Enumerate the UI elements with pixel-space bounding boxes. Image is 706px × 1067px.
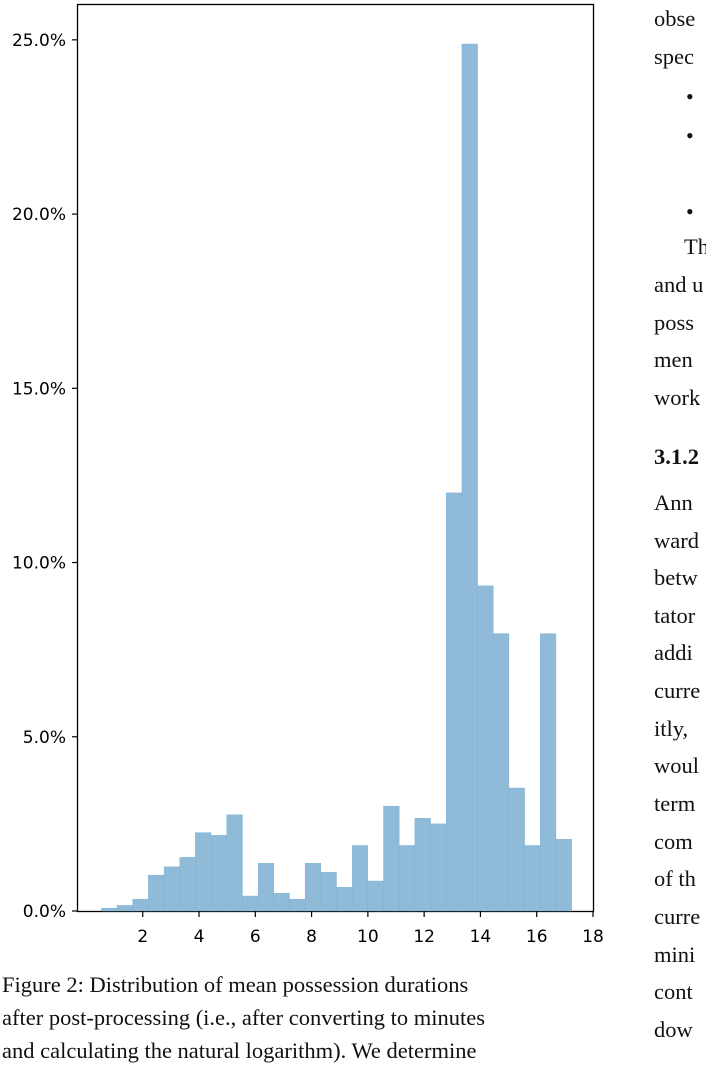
right-col-line: curre (654, 904, 701, 929)
right-col-line: mini (654, 942, 696, 967)
bullet-icon: • (686, 199, 694, 224)
histogram-bar (398, 845, 416, 912)
y-tick-label: 15.0% (12, 379, 66, 399)
right-col-line: of th (654, 866, 696, 891)
right-col-line: curre (654, 678, 701, 703)
right-col-line: ward (654, 528, 699, 553)
right-col-line: and u (654, 272, 704, 297)
x-tick-label: 10 (357, 927, 379, 947)
x-tick-label: 2 (137, 927, 148, 947)
right-col-line: term (654, 791, 696, 816)
histogram-bar (179, 857, 196, 912)
right-col-line: dow (654, 1017, 693, 1042)
histogram-bar (430, 823, 447, 912)
right-col-line: itly, (654, 716, 689, 741)
section-heading: 3.1.2 (654, 444, 699, 469)
figure-caption: Figure 2: Distribution of mean possessio… (2, 968, 608, 1067)
histogram-bar (524, 845, 541, 912)
histogram-bars (101, 43, 572, 912)
caption-line-2: after post-processing (i.e., after conve… (2, 1005, 485, 1030)
right-col-line: woul (654, 753, 699, 778)
x-tick-label: 18 (582, 927, 604, 947)
right-col-line: poss (654, 310, 695, 335)
histogram-bar (351, 845, 369, 912)
histogram-bar (242, 895, 259, 912)
histogram-bar (367, 880, 384, 912)
histogram-bar (289, 898, 306, 912)
right-col-line: work (654, 385, 701, 410)
right-col-line: Ann (654, 490, 693, 515)
histogram-bar (195, 832, 212, 912)
y-tick-label: 0.0% (23, 902, 66, 922)
right-column-text: obse spec • • • Th and u poss men work 3… (654, 0, 706, 1063)
bullet-icon: • (686, 84, 694, 109)
histogram-bar (116, 905, 133, 912)
x-tick-label: 6 (250, 927, 261, 947)
caption-line-3: and calculating the natural logarithm). … (2, 1038, 477, 1063)
right-col-line: addi (654, 640, 693, 665)
histogram-bar (210, 835, 227, 912)
x-tick-label: 16 (526, 927, 548, 947)
x-tick-label: 4 (194, 927, 205, 947)
histogram-bar (304, 863, 322, 912)
y-axis: 0.0% 5.0% 10.0% 15.0% 20.0% 25.0% (12, 31, 78, 922)
histogram-bar (336, 887, 353, 912)
histogram-bar (414, 818, 431, 912)
histogram-bar (101, 908, 118, 912)
y-tick-label: 10.0% (12, 554, 66, 574)
histogram-bar (148, 874, 165, 912)
x-tick-label: 14 (470, 927, 492, 947)
histogram-bar (540, 633, 557, 912)
right-col-line: obse (654, 6, 696, 31)
histogram-bar (163, 866, 180, 912)
x-axis: 2 4 6 8 10 12 14 16 18 (137, 911, 604, 947)
histogram-bar (555, 839, 572, 912)
right-col-line: cont (654, 979, 693, 1004)
y-tick-label: 20.0% (12, 205, 66, 225)
histogram-bar (320, 872, 337, 912)
x-tick-label: 8 (306, 927, 317, 947)
right-col-line: spec (654, 44, 694, 69)
histogram-bar (477, 585, 494, 912)
histogram-bar (257, 863, 274, 912)
histogram-bar (446, 492, 463, 912)
histogram-bar (132, 898, 149, 912)
x-tick-label: 12 (413, 927, 435, 947)
right-col-line: betw (654, 565, 698, 590)
right-col-line: Th (684, 234, 706, 259)
plot-area-frame (76, 3, 595, 913)
histogram-bar (508, 787, 525, 912)
histogram-bar (383, 805, 400, 912)
bullet-icon: • (686, 123, 694, 148)
y-tick-label: 5.0% (23, 728, 66, 748)
histogram-chart: 2 4 6 8 10 12 14 16 18 0.0% 5.0% 10.0% 15.0% 20.0% 25… (12, 3, 604, 947)
right-col-line: men (654, 347, 693, 372)
histogram-bar (273, 893, 290, 912)
right-col-line: tator (654, 603, 696, 628)
histogram-bar (493, 633, 510, 912)
histogram-bar (461, 43, 478, 912)
caption-line-1: Figure 2: Distribution of mean possessio… (2, 972, 469, 997)
histogram-bar (226, 814, 243, 912)
right-col-line: com (654, 829, 693, 854)
y-tick-label: 25.0% (12, 31, 66, 51)
